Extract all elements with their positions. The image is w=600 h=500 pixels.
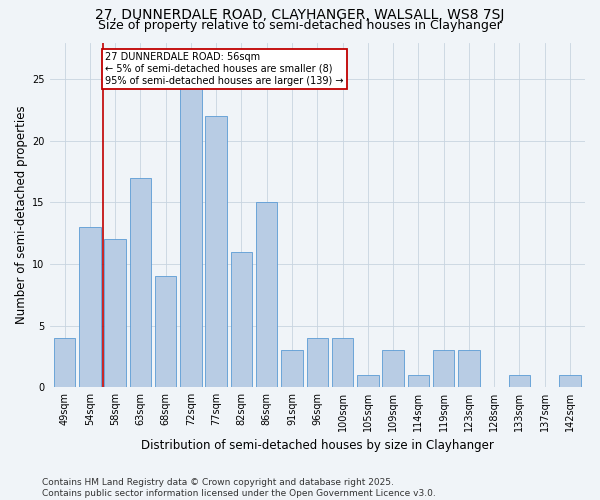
Bar bbox=[281, 350, 303, 387]
Bar bbox=[79, 227, 101, 387]
Bar bbox=[509, 375, 530, 387]
Bar bbox=[180, 80, 202, 387]
Bar bbox=[256, 202, 277, 387]
Bar bbox=[458, 350, 479, 387]
X-axis label: Distribution of semi-detached houses by size in Clayhanger: Distribution of semi-detached houses by … bbox=[141, 440, 494, 452]
Bar bbox=[332, 338, 353, 387]
Bar bbox=[382, 350, 404, 387]
Bar bbox=[433, 350, 454, 387]
Bar bbox=[307, 338, 328, 387]
Text: Size of property relative to semi-detached houses in Clayhanger: Size of property relative to semi-detach… bbox=[98, 18, 502, 32]
Bar bbox=[231, 252, 252, 387]
Bar bbox=[407, 375, 429, 387]
Bar bbox=[559, 375, 581, 387]
Bar bbox=[357, 375, 379, 387]
Bar bbox=[130, 178, 151, 387]
Text: 27 DUNNERDALE ROAD: 56sqm
← 5% of semi-detached houses are smaller (8)
95% of se: 27 DUNNERDALE ROAD: 56sqm ← 5% of semi-d… bbox=[105, 52, 344, 86]
Bar bbox=[155, 276, 176, 387]
Y-axis label: Number of semi-detached properties: Number of semi-detached properties bbox=[15, 106, 28, 324]
Text: 27, DUNNERDALE ROAD, CLAYHANGER, WALSALL, WS8 7SJ: 27, DUNNERDALE ROAD, CLAYHANGER, WALSALL… bbox=[95, 8, 505, 22]
Bar bbox=[104, 240, 126, 387]
Text: Contains HM Land Registry data © Crown copyright and database right 2025.
Contai: Contains HM Land Registry data © Crown c… bbox=[42, 478, 436, 498]
Bar bbox=[54, 338, 76, 387]
Bar bbox=[205, 116, 227, 387]
